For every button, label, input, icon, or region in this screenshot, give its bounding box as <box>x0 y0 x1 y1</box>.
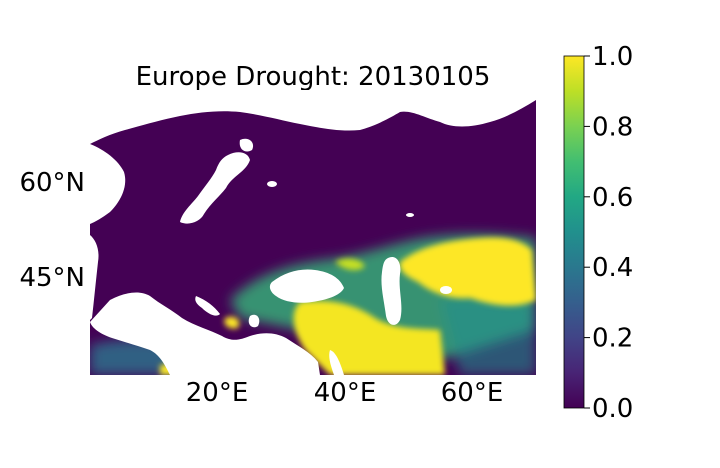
atlantic-west <box>90 235 99 320</box>
aegean-sea <box>248 314 260 328</box>
colorbar-ticks: 0.0 0.2 0.4 0.6 0.8 1.0 <box>584 42 633 424</box>
colorbar-tick-label: 0.8 <box>592 112 633 142</box>
colorbar-gradient <box>563 55 585 409</box>
gulf-of-bothnia <box>239 138 254 152</box>
colorbar-tick-label: 0.0 <box>592 394 633 424</box>
red-sea <box>329 350 344 375</box>
region-caucasus <box>335 258 365 271</box>
arctic-ocean <box>90 90 536 144</box>
norwegian-sea <box>90 144 126 224</box>
lon-tick-label: 20°E <box>186 378 249 408</box>
colorbar-tick-label: 0.2 <box>592 324 633 354</box>
lake-small <box>406 213 414 217</box>
aral-sea <box>440 286 452 294</box>
colorbar: 0.0 0.2 0.4 0.6 0.8 1.0 <box>563 42 633 424</box>
lat-tick-label: 45°N <box>19 263 85 293</box>
adriatic-sea <box>195 296 220 316</box>
map-title: Europe Drought: 20130105 <box>136 62 491 92</box>
baltic-sea <box>180 152 250 224</box>
lat-tick-label: 60°N <box>19 168 85 198</box>
drought-map <box>90 90 536 375</box>
colorbar-tick-label: 1.0 <box>592 42 633 72</box>
lake-ladoga <box>267 181 277 187</box>
black-sea <box>269 269 344 303</box>
lon-tick-label: 40°E <box>314 378 377 408</box>
mediterranean-sea <box>90 292 320 375</box>
colorbar-tick-label: 0.6 <box>592 183 633 213</box>
region-central-asia <box>399 237 536 306</box>
lon-tick-label: 60°E <box>441 378 504 408</box>
caspian-sea <box>381 256 402 325</box>
colorbar-tick-label: 0.4 <box>592 253 633 283</box>
region-balkans <box>224 316 240 329</box>
water-bodies <box>90 90 536 375</box>
